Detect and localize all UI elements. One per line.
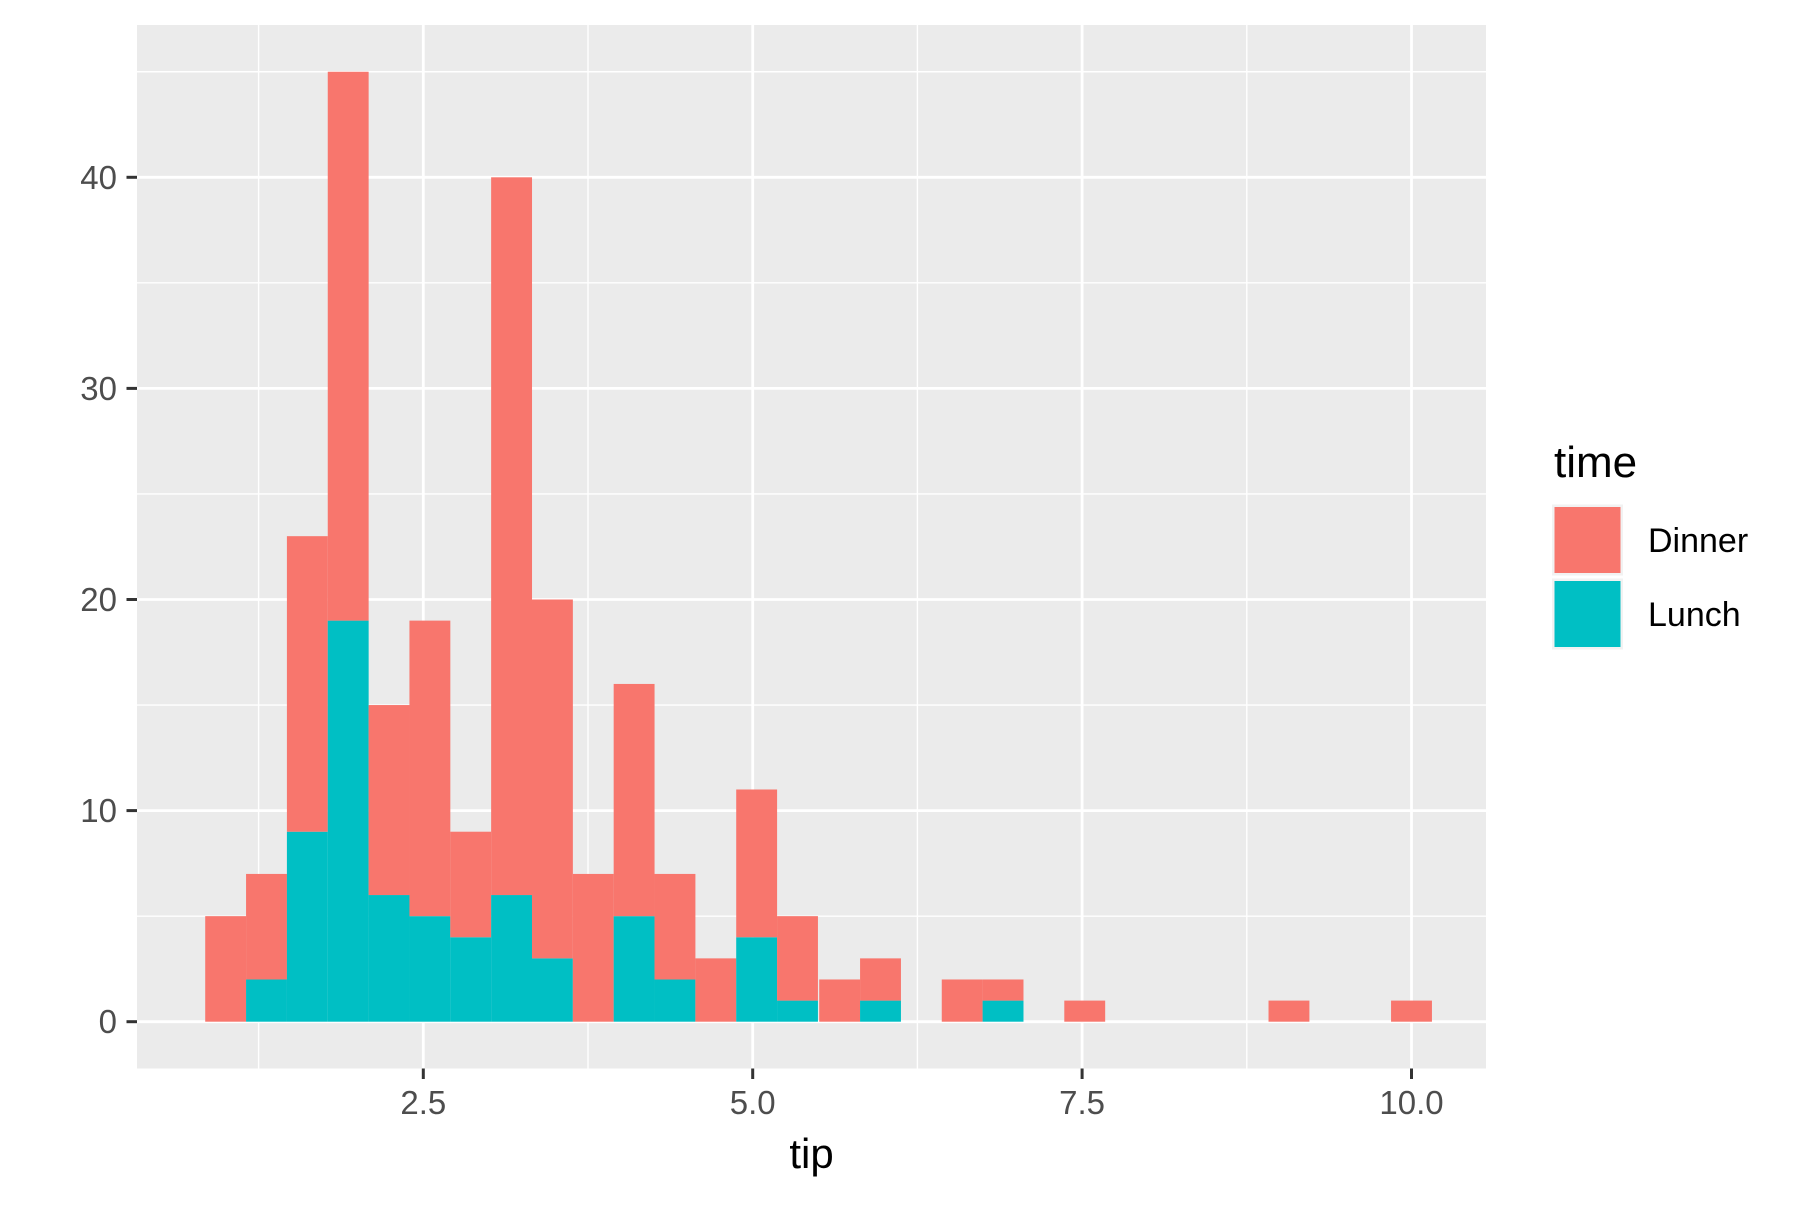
bar-dinner: [409, 620, 451, 917]
bar-dinner: [736, 789, 778, 938]
bar-dinner: [1268, 1000, 1310, 1022]
bar-lunch: [531, 958, 573, 1022]
x-tick-label: 7.5: [1059, 1084, 1105, 1121]
bar-lunch: [491, 895, 533, 1022]
y-axis-tick-labels: 0 10 20 30 40: [80, 159, 117, 1040]
bar-dinner: [205, 916, 247, 1022]
bar-dinner: [613, 683, 655, 917]
x-axis-ticks: [421, 1068, 1413, 1079]
bar-lunch: [613, 916, 655, 1022]
x-axis-tick-labels: 2.5 5.0 7.5 10.0: [400, 1084, 1443, 1121]
bar-dinner: [982, 979, 1024, 1001]
x-tick-label: 5.0: [730, 1084, 776, 1121]
bar-lunch: [736, 937, 778, 1022]
bar-lunch: [777, 1000, 818, 1022]
bar-dinner: [819, 979, 861, 1022]
x-tick-label: 2.5: [400, 1084, 446, 1121]
y-tick-label: 0: [99, 1003, 117, 1040]
bar-dinner: [450, 831, 492, 938]
bar-dinner: [777, 916, 818, 1001]
bar-lunch: [409, 916, 451, 1022]
legend-entry-lunch: Lunch: [1552, 578, 1741, 650]
histogram-bars: [205, 71, 1432, 1022]
bar-dinner: [246, 873, 287, 980]
bar-dinner: [572, 873, 614, 1022]
bar-dinner: [286, 536, 328, 832]
bar-lunch: [860, 1000, 901, 1022]
bar-lunch: [654, 979, 696, 1022]
bar-lunch: [286, 831, 328, 1022]
legend: time Dinner Lunch: [1552, 438, 1748, 650]
x-axis-title: tip: [789, 1130, 833, 1177]
bar-lunch: [450, 937, 492, 1022]
y-tick-label: 10: [80, 792, 117, 829]
bar-lunch: [982, 1000, 1024, 1022]
y-tick-label: 20: [80, 581, 117, 618]
legend-key-dinner-swatch: [1554, 507, 1621, 573]
legend-entry-dinner: Dinner: [1552, 504, 1748, 576]
y-tick-label: 40: [80, 159, 117, 196]
legend-label-lunch: Lunch: [1648, 596, 1741, 634]
x-tick-label: 10.0: [1379, 1084, 1443, 1121]
bar-dinner: [368, 705, 410, 896]
bar-dinner: [491, 177, 533, 896]
y-axis-ticks: [126, 175, 137, 1024]
bar-dinner: [860, 958, 901, 1001]
legend-title: time: [1554, 438, 1637, 487]
bar-lunch: [246, 979, 287, 1022]
bar-dinner: [695, 958, 737, 1022]
bar-dinner: [941, 979, 983, 1022]
bar-dinner: [654, 873, 696, 980]
bar-lunch: [327, 620, 369, 1022]
legend-label-dinner: Dinner: [1648, 522, 1748, 560]
bar-lunch: [368, 895, 410, 1022]
legend-key-lunch-swatch: [1554, 581, 1621, 647]
y-tick-label: 30: [80, 370, 117, 407]
bar-dinner: [1391, 1000, 1432, 1022]
bar-dinner: [1064, 1000, 1106, 1022]
bar-dinner: [327, 71, 369, 621]
bar-dinner: [531, 599, 573, 959]
